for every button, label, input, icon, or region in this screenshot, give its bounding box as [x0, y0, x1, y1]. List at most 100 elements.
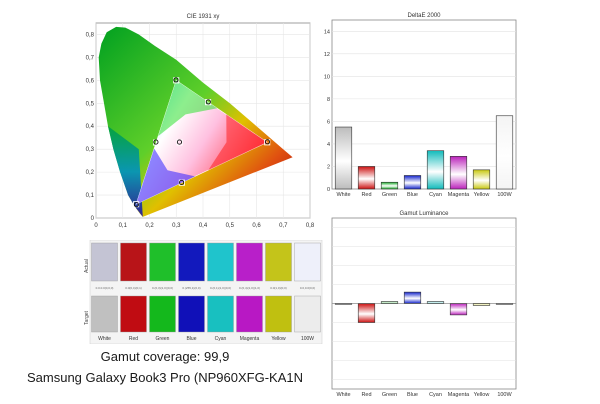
lum-bar-magenta — [449, 303, 468, 316]
de-bar-white — [334, 126, 353, 190]
cie-y-tick: 0 — [91, 216, 95, 222]
swatch-label: White — [98, 336, 111, 342]
swatch-target — [207, 295, 234, 333]
swatch-label: Yellow — [271, 336, 286, 342]
de-bar-cyan — [426, 150, 445, 190]
swatch-row-target-label: Target — [84, 310, 90, 325]
de-y-tick: 8 — [327, 97, 330, 103]
cie-y-tick: 0,5 — [86, 101, 95, 107]
swatch-code: 0.0(0,4)(0,1) — [125, 286, 142, 290]
cie-y-tick: 0,7 — [86, 55, 95, 61]
swatch-label: Cyan — [215, 336, 227, 342]
de-x-label: Blue — [407, 192, 418, 198]
swatch-code: 0.(0,4)(1,0)(1,0) — [239, 286, 260, 290]
cie-actual-marker — [173, 77, 179, 83]
gamut-coverage-caption: Gamut coverage: 99,9 — [100, 349, 230, 364]
de-frame — [331, 19, 517, 190]
lum-bar-blue — [403, 291, 422, 304]
swatch-actual — [91, 242, 118, 282]
cie-x-tick: 0,7 — [279, 223, 288, 229]
lum-x-label: Blue — [407, 392, 418, 398]
swatch-label: Red — [129, 336, 138, 342]
cie-actual-marker — [205, 99, 211, 105]
swatch-target — [178, 295, 205, 333]
swatch-actual — [265, 242, 292, 282]
gamut-corner-tint — [136, 148, 196, 205]
gamut-corner-tint — [158, 80, 218, 137]
swatch-target — [236, 295, 263, 333]
de-bar-green — [380, 181, 399, 190]
de-x-label: Cyan — [429, 192, 442, 198]
lum-x-label: Yellow — [474, 392, 490, 398]
lum-x-label: 100W — [497, 392, 512, 398]
cie-x-tick: 0,6 — [252, 223, 261, 229]
cie-x-tick: 0,8 — [306, 223, 315, 229]
cie-actual-marker — [176, 139, 183, 145]
lum-x-label: White — [336, 392, 350, 398]
lum-x-label: Red — [361, 392, 371, 398]
device-name-caption: Samsung Galaxy Book3 Pro (NP960XFG-KA1N — [26, 370, 303, 385]
de-x-label: Green — [382, 192, 397, 198]
cie-x-tick: 0,4 — [199, 223, 208, 229]
swatch-code: 0.(255,1)(0,0) — [182, 286, 200, 290]
de-bar-blue — [403, 175, 422, 190]
de-bar-red — [357, 166, 376, 190]
de-y-tick: 2 — [327, 164, 330, 170]
cie-y-tick: 0,3 — [86, 147, 95, 153]
swatch-target — [265, 295, 292, 333]
de-y-tick: 10 — [324, 74, 330, 80]
de-bar-100w — [495, 115, 514, 190]
swatch-code: 0.0.0.0(0,0,0) — [96, 286, 114, 290]
swatch-code: 0.0(1,0)(0,0) — [270, 286, 287, 290]
swatch-row-actual-label: Actual — [84, 259, 90, 273]
swatch-target — [294, 295, 321, 333]
cie-y-tick: 0,4 — [86, 124, 95, 130]
swatch-actual — [120, 242, 147, 282]
cie-y-tick: 0,2 — [86, 170, 95, 176]
swatch-code: 0.0,0.0(0,0) — [300, 286, 315, 290]
cie-title: CIE 1931 xy — [187, 14, 220, 20]
cie-y-tick: 0,8 — [86, 32, 95, 38]
swatch-actual — [149, 242, 176, 282]
de-x-label: Magenta — [448, 192, 470, 198]
swatch-actual — [178, 242, 205, 282]
swatch-code: 0.(0,3)(1,0)(0,0) — [152, 286, 173, 290]
de-bar-yellow — [472, 169, 491, 190]
swatch-actual — [236, 242, 263, 282]
gamut-corner-tint — [208, 114, 268, 171]
deltae-chart: DeltaE 2000 14 12 10 8 6 4 2 0 White Red Green Blue C… — [324, 13, 517, 198]
de-bar-magenta — [449, 156, 468, 190]
de-x-label: Yellow — [474, 192, 490, 198]
swatch-target — [91, 295, 118, 333]
swatch-actual — [294, 242, 321, 282]
cie-y-tick: 0,6 — [86, 78, 95, 84]
swatch-label: Magenta — [240, 336, 260, 342]
de-y-tick: 14 — [324, 29, 330, 35]
de-x-label: 100W — [497, 192, 512, 198]
de-x-label: White — [336, 192, 350, 198]
de-y-tick: 12 — [324, 52, 330, 58]
cie-actual-marker — [264, 139, 271, 145]
de-title: DeltaE 2000 — [407, 13, 441, 19]
cie-x-tick: 0,3 — [172, 223, 181, 229]
lum-x-label: Magenta — [448, 392, 470, 398]
cie-x-tick: 0,2 — [145, 223, 154, 229]
swatch-label: Blue — [186, 336, 196, 342]
swatch-label: Green — [156, 336, 170, 342]
cie-actual-marker — [133, 202, 139, 208]
de-x-label: Red — [361, 192, 371, 198]
cie-chart: CIE 1931 xy 0 0,1 0,2 0,3 0,4 0,5 0,6 0,7 0,8 0,8 0… — [86, 14, 315, 229]
swatch-target — [149, 295, 176, 333]
luminance-chart: Gamut Luminance White Red Green Blue Cyan Mage… — [331, 211, 517, 398]
swatch-panel: Actual Target 0.0.0.0(0,0,0) White 0.0(0,4)(… — [84, 240, 323, 344]
cie-x-tick: 0 — [94, 223, 98, 229]
de-y-tick: 0 — [327, 187, 330, 193]
cie-x-tick: 0,1 — [119, 223, 128, 229]
de-y-tick: 4 — [327, 142, 330, 148]
lum-bar-red — [357, 303, 376, 323]
swatch-actual — [207, 242, 234, 282]
swatch-code: 0.(0,1)(1,0)(0,0) — [210, 286, 231, 290]
cie-y-tick: 0,1 — [86, 193, 95, 199]
cie-actual-marker — [153, 139, 159, 145]
lum-x-label: Green — [382, 392, 397, 398]
